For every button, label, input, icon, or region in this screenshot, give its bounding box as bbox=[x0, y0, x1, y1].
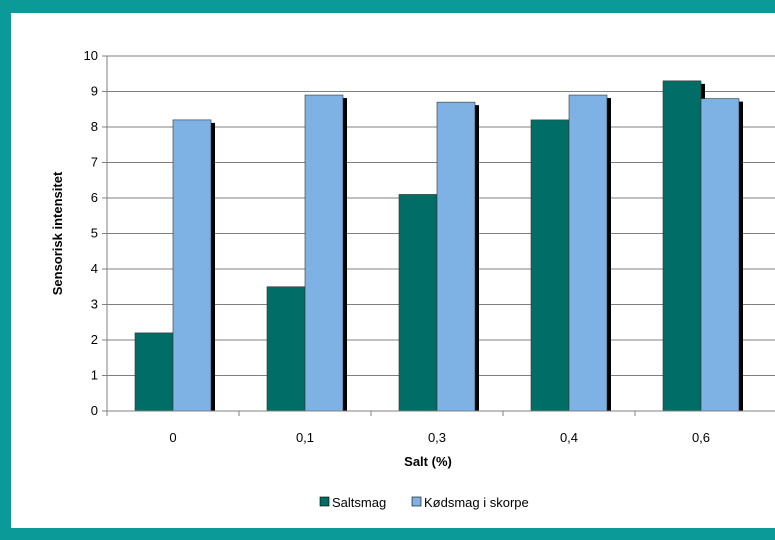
bars bbox=[134, 80, 743, 412]
x-tick-label: 0,3 bbox=[428, 430, 446, 445]
bar-saltsmag bbox=[530, 119, 570, 412]
y-tick-label: 9 bbox=[91, 84, 98, 99]
y-tick-label: 2 bbox=[91, 332, 98, 347]
bar-chart: 0 1 2 3 4 5 6 7 8 9 10 0 0,1 0,3 0,4 0,6 Sensorisk inte… bbox=[50, 48, 775, 510]
y-tick-label: 5 bbox=[91, 226, 98, 241]
bar-kodsmag bbox=[436, 101, 476, 412]
legend-swatch-saltsmag bbox=[319, 496, 330, 507]
legend-label-saltsmag: Saltsmag bbox=[332, 495, 386, 510]
x-tick-label: 0,6 bbox=[692, 430, 710, 445]
y-tick-label: 1 bbox=[91, 368, 98, 383]
legend-swatch-kodsmag bbox=[411, 496, 422, 507]
chart-frame: 0 1 2 3 4 5 6 7 8 9 10 0 0,1 0,3 0,4 0,6 Sensorisk inte… bbox=[11, 13, 775, 528]
y-tick-label: 10 bbox=[84, 48, 98, 63]
bar-saltsmag bbox=[662, 80, 702, 412]
x-tick-label: 0,4 bbox=[560, 430, 578, 445]
bar-kodsmag bbox=[304, 94, 344, 412]
y-tick-label: 4 bbox=[91, 261, 98, 276]
bar-kodsmag bbox=[568, 94, 608, 412]
legend-label-kodsmag: Kødsmag i skorpe bbox=[424, 495, 529, 510]
bar-kodsmag bbox=[700, 98, 740, 412]
x-axis-title: Salt (%) bbox=[404, 454, 452, 469]
bar-saltsmag bbox=[398, 194, 438, 412]
x-tick-label: 0,1 bbox=[296, 430, 314, 445]
legend: Saltsmag Kødsmag i skorpe bbox=[319, 495, 529, 510]
axes bbox=[102, 55, 775, 416]
tick-labels: 0 1 2 3 4 5 6 7 8 9 10 0 0,1 0,3 0,4 0,6 bbox=[84, 48, 711, 445]
x-tick-label: 0 bbox=[169, 430, 176, 445]
bar-kodsmag bbox=[172, 119, 212, 412]
bar-saltsmag bbox=[134, 332, 174, 412]
y-tick-label: 8 bbox=[91, 119, 98, 134]
y-axis-title: Sensorisk intensitet bbox=[50, 171, 65, 295]
bar-saltsmag bbox=[266, 286, 306, 412]
y-tick-label: 6 bbox=[91, 190, 98, 205]
y-tick-label: 3 bbox=[91, 297, 98, 312]
y-tick-label: 0 bbox=[91, 403, 98, 418]
y-tick-label: 7 bbox=[91, 155, 98, 170]
